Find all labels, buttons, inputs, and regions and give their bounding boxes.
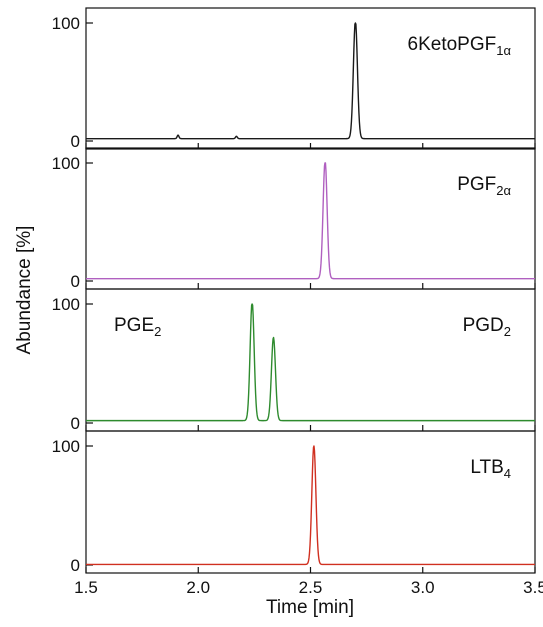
panel-frame bbox=[85, 7, 536, 150]
panel-1: 0 100 bbox=[52, 7, 536, 151]
y-tick-label: 100 bbox=[52, 295, 80, 314]
y-tick-label: 100 bbox=[52, 14, 80, 33]
chromatogram-trace bbox=[85, 303, 536, 422]
series-label: 6KetoPGF1α bbox=[408, 34, 512, 58]
panel-frame bbox=[85, 288, 536, 432]
y-tick-label: 100 bbox=[52, 154, 80, 173]
y-tick-label: 100 bbox=[52, 437, 80, 456]
y-tick-label: 0 bbox=[71, 556, 80, 575]
y-axis-title: Abundance [%] bbox=[14, 226, 35, 355]
y-tick-label: 0 bbox=[71, 272, 80, 291]
panel-2: 0 100 bbox=[52, 147, 536, 291]
series-label-2: PGD2 bbox=[463, 315, 511, 339]
chromatogram-trace bbox=[85, 162, 536, 280]
panel-frame bbox=[85, 147, 536, 290]
series-label: PGE2 bbox=[114, 315, 161, 339]
panel-frame bbox=[85, 430, 536, 574]
y-tick-label: 0 bbox=[71, 414, 80, 433]
chromatogram-trace bbox=[85, 445, 536, 566]
x-tick-label: 3.0 bbox=[411, 578, 435, 597]
series-label: PGF2α bbox=[457, 174, 511, 198]
x-tick-label: 2.0 bbox=[186, 578, 210, 597]
panel-4: 0 100 bbox=[52, 430, 536, 575]
x-tick-label: 2.5 bbox=[299, 578, 323, 597]
x-axis-title: Time [min] bbox=[266, 597, 354, 618]
series-label: LTB4 bbox=[470, 457, 511, 481]
y-tick-label: 0 bbox=[71, 132, 80, 151]
chromatogram-trace bbox=[85, 22, 536, 140]
x-tick-label: 1.5 bbox=[74, 578, 98, 597]
x-tick-label: 3.5 bbox=[523, 578, 543, 597]
panel-3: 0 100 bbox=[52, 288, 536, 433]
